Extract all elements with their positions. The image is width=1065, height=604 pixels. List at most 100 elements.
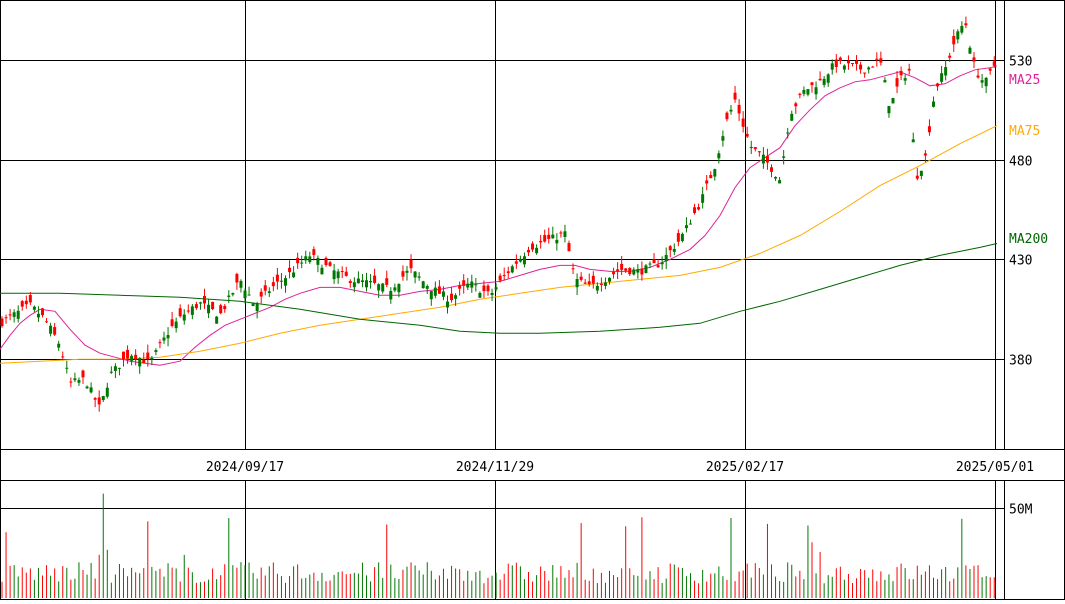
candle-body	[802, 89, 806, 94]
candle-body	[417, 276, 421, 278]
candle-body	[531, 243, 535, 250]
candle-body	[458, 285, 462, 289]
candle-body	[304, 256, 308, 261]
candle-body	[478, 292, 482, 298]
candle-body	[454, 295, 458, 299]
candle-body	[778, 180, 782, 184]
candle-body	[709, 175, 713, 179]
candle-body	[842, 65, 846, 70]
candle-body	[122, 351, 125, 360]
legend-label-ma75: MA75	[1009, 124, 1040, 139]
candle-body	[77, 380, 81, 383]
candle-body	[433, 287, 437, 296]
candle-body	[288, 267, 292, 273]
candle-body	[676, 233, 680, 242]
candle-body	[535, 247, 539, 254]
candle-body	[296, 257, 300, 264]
candle-body	[871, 66, 875, 68]
candle-body	[680, 233, 684, 242]
price-tick-label: 430	[1009, 254, 1032, 269]
candle-body	[324, 257, 328, 266]
candle-body	[976, 75, 980, 78]
date-tick-label: 2025/02/17	[706, 460, 784, 475]
candle-body	[851, 63, 854, 65]
candle-body	[927, 126, 931, 133]
candle-body	[101, 395, 105, 401]
candle-body	[923, 153, 927, 156]
candle-body	[105, 387, 109, 397]
candle-body	[12, 312, 16, 317]
candle-body	[964, 23, 968, 26]
candle-body	[960, 25, 964, 33]
candle-body	[494, 287, 498, 290]
candle-body	[838, 57, 842, 62]
candle-body	[721, 136, 725, 141]
candle-body	[32, 306, 36, 310]
candle-body	[725, 112, 729, 120]
candle-body	[166, 334, 170, 339]
candle-body	[664, 254, 668, 262]
candle-body	[628, 268, 632, 275]
candle-body	[446, 301, 449, 308]
candle-body	[543, 235, 547, 242]
candle-body	[968, 47, 972, 54]
candle-body	[798, 93, 802, 95]
candle-body	[312, 249, 316, 255]
candle-body	[770, 167, 773, 172]
candle-body	[320, 267, 324, 275]
candle-body	[413, 271, 417, 278]
candle-body	[603, 282, 607, 286]
candle-body	[437, 286, 441, 294]
candle-body	[73, 378, 77, 381]
candle-body	[689, 223, 692, 225]
candle-body	[4, 317, 8, 319]
candle-body	[579, 276, 583, 280]
candle-body	[859, 64, 863, 70]
candle-body	[668, 246, 672, 251]
candle-body	[834, 59, 838, 68]
candle-body	[466, 283, 470, 288]
candle-body	[583, 282, 587, 284]
candle-body	[757, 151, 761, 153]
candle-body	[8, 314, 12, 316]
candle-body	[786, 132, 790, 134]
candle-body	[790, 113, 794, 121]
candle-body	[506, 271, 510, 274]
candle-body	[992, 61, 996, 66]
candle-body	[259, 291, 263, 297]
candle-body	[733, 92, 737, 100]
candle-body	[591, 275, 595, 284]
candle-body	[332, 270, 336, 280]
candle-body	[527, 249, 530, 253]
candle-body	[774, 176, 778, 179]
price-gridlines	[0, 0, 1004, 449]
candle-body	[806, 89, 810, 95]
candle-body	[186, 310, 190, 312]
candle-body	[134, 354, 138, 360]
candle-body	[81, 370, 85, 378]
date-tick-label: 2025/05/01	[956, 460, 1034, 475]
candle-body	[409, 259, 413, 269]
candle-body	[352, 282, 356, 288]
candle-body	[567, 243, 571, 252]
candle-body	[271, 282, 275, 287]
candle-body	[749, 146, 753, 149]
candle-body	[693, 207, 697, 214]
candle-body	[684, 225, 688, 229]
candle-body	[571, 268, 575, 270]
candle-body	[717, 153, 721, 159]
candle-body	[502, 275, 506, 277]
candle-body	[279, 280, 283, 282]
candle-body	[16, 310, 20, 319]
candle-body	[126, 349, 130, 359]
candle-body	[158, 342, 162, 344]
candle-body	[940, 73, 944, 82]
candle-body	[308, 256, 312, 263]
candle-body	[263, 285, 267, 291]
candle-body	[243, 290, 247, 299]
candle-body	[251, 302, 255, 307]
